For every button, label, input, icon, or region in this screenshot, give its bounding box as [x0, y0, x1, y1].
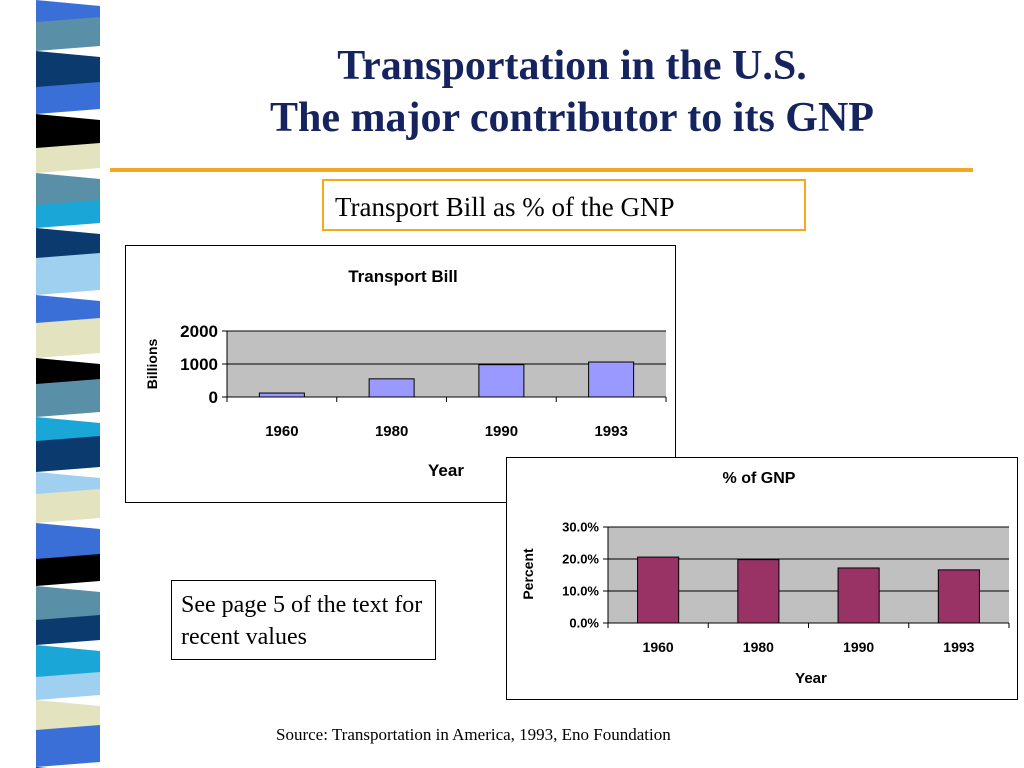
sidebar-stripe [36, 200, 100, 228]
title-line-1: Transportation in the U.S. [337, 43, 807, 89]
percent-gnp-chart: % of GNP Year Percent 0.0% 10.0% 20.0% 30.0… [506, 457, 1018, 700]
sidebar-stripe [36, 489, 100, 523]
x-tick-label: 1980 [743, 639, 774, 655]
title-divider [110, 168, 973, 172]
x-tick-label: 1990 [843, 639, 874, 655]
decorative-sidebar-strip [36, 0, 100, 768]
y-tick-label: 0.0% [569, 616, 599, 631]
y-tick-label: 20.0% [562, 552, 599, 567]
x-tick-label: 1993 [594, 423, 627, 440]
source-citation: Source: Transportation in America, 1993,… [276, 725, 671, 744]
sidebar-stripe [36, 379, 100, 417]
sidebar-stripe [36, 114, 100, 154]
title-line-2: The major contributor to its GNP [270, 95, 874, 141]
y-tick-label: 30.0% [562, 520, 599, 535]
bar-1990 [478, 364, 525, 398]
x-tick-label: 1993 [943, 639, 974, 655]
note-box: See page 5 of the text for recent values [171, 580, 436, 660]
x-tick-label: 1980 [375, 423, 408, 440]
sidebar-stripe [36, 615, 100, 645]
x-tick-label: 1960 [265, 423, 298, 440]
y-tick-label: 1000 [180, 355, 218, 374]
sidebar-stripe [36, 17, 100, 51]
bar-1993 [937, 569, 980, 624]
sidebar-stripe [36, 586, 100, 626]
y-tick-label: 0 [209, 388, 218, 407]
sidebar-stripe [36, 725, 100, 767]
subtitle-text: Transport Bill as % of the GNP [335, 192, 675, 222]
note-text: See page 5 of the text for recent values [181, 592, 423, 650]
x-tick-label: 1960 [643, 639, 674, 655]
sidebar-stripe [36, 253, 100, 295]
sidebar-stripe [36, 318, 100, 358]
chart2-title: % of GNP [723, 470, 796, 487]
sidebar-stripe [36, 51, 100, 93]
sidebar-stripe [36, 143, 100, 173]
bar-1990 [837, 567, 880, 624]
bar-1960 [258, 392, 305, 398]
chart2-ylabel: Percent [520, 548, 536, 600]
sidebar-stripe [36, 672, 100, 700]
bar-1960 [637, 556, 680, 624]
chart2-xlabel: Year [795, 670, 827, 687]
subtitle-box: Transport Bill as % of the GNP [322, 179, 806, 231]
bar-1980 [737, 559, 780, 624]
y-tick-label: 2000 [180, 322, 218, 341]
sidebar-stripe [36, 82, 100, 114]
chart1-ylabel: Billions [144, 339, 160, 390]
sidebar-stripe [36, 554, 100, 586]
sidebar-stripe [36, 523, 100, 565]
sidebar-stripe [36, 436, 100, 472]
bar-1993 [588, 361, 635, 398]
bar-1980 [368, 378, 415, 398]
chart1-title: Transport Bill [348, 267, 458, 286]
transport-bill-chart-svg: Transport Bill Year Billions 0 1000 2000 19… [144, 267, 667, 480]
x-tick-label: 1990 [485, 423, 518, 440]
slide-title: Transportation in the U.S. The major con… [120, 40, 1024, 144]
chart1-xlabel: Year [428, 461, 464, 480]
percent-gnp-chart-svg: % of GNP Year Percent 0.0% 10.0% 20.0% 30.0… [520, 470, 1010, 687]
y-tick-label: 10.0% [562, 584, 599, 599]
